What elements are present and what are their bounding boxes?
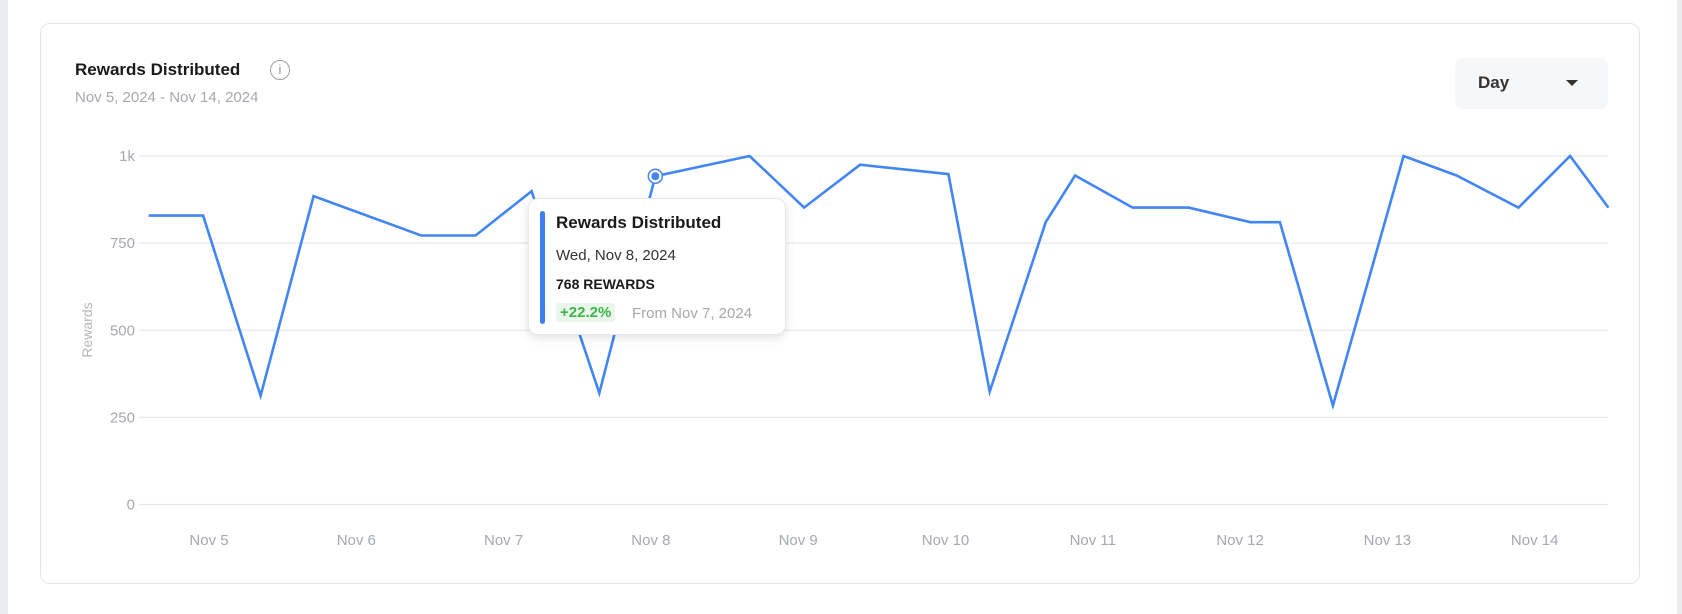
highlight-marker xyxy=(651,172,660,181)
x-tick-label: Nov 9 xyxy=(779,532,818,549)
left-edge xyxy=(0,0,8,614)
y-tick-label: 1k xyxy=(119,148,135,165)
chart-tooltip: Rewards Distributed Wed, Nov 8, 2024 768… xyxy=(528,198,786,335)
x-tick-label: Nov 11 xyxy=(1070,532,1116,549)
tooltip-date: Wed, Nov 8, 2024 xyxy=(556,247,676,264)
tooltip-title: Rewards Distributed xyxy=(556,213,722,232)
x-tick-label: Nov 8 xyxy=(631,532,670,549)
chevron-down-icon xyxy=(1566,80,1578,86)
change-badge: +22.2% xyxy=(556,303,616,322)
right-edge xyxy=(1677,0,1682,614)
chart-card xyxy=(40,23,1640,584)
tooltip-value: 768 REWARDS xyxy=(556,276,655,292)
interval-select-value: Day xyxy=(1478,73,1510,92)
series-line xyxy=(148,154,1610,411)
interval-select[interactable]: Day xyxy=(1455,58,1608,109)
y-tick-label: 750 xyxy=(110,235,135,252)
y-axis-label: Rewards xyxy=(79,302,95,357)
y-tick-label: 0 xyxy=(127,497,135,514)
chart-title: Rewards Distributed xyxy=(75,60,241,79)
x-tick-label: Nov 10 xyxy=(922,532,970,549)
series-color-bar xyxy=(540,211,545,324)
tooltip-comparison: From Nov 7, 2024 xyxy=(632,305,753,322)
y-tick-label: 250 xyxy=(110,409,135,426)
y-tick-label: 500 xyxy=(110,322,135,339)
info-icon[interactable]: i xyxy=(270,60,290,80)
x-tick-label: Nov 7 xyxy=(484,532,523,549)
x-tick-label: Nov 14 xyxy=(1511,532,1559,549)
x-tick-label: Nov 5 xyxy=(189,532,228,549)
x-tick-label: Nov 13 xyxy=(1364,532,1412,549)
x-tick-label: Nov 12 xyxy=(1216,532,1264,549)
x-tick-label: Nov 6 xyxy=(337,532,376,549)
date-range: Nov 5, 2024 - Nov 14, 2024 xyxy=(75,89,259,106)
